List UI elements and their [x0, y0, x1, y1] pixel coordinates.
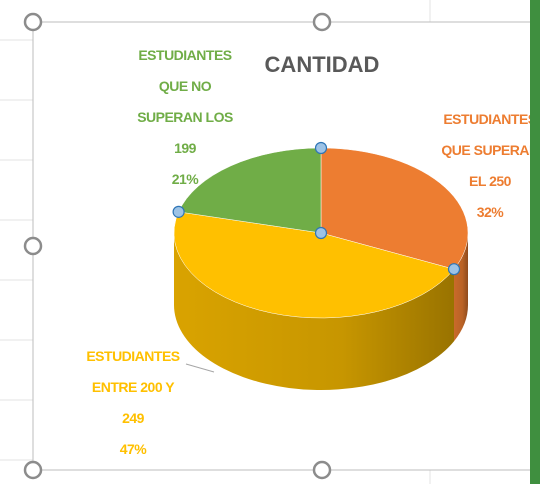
leader-line	[185, 363, 215, 373]
resize-handle[interactable]	[312, 12, 332, 32]
data-label-value: 32%	[476, 204, 504, 220]
pie-slice	[173, 211, 455, 319]
point-handle	[172, 205, 185, 218]
cell-grid	[0, 0, 431, 484]
data-label-value: 47%	[119, 441, 147, 457]
data-label-category: ESTUDIANTES ENTRE 200 Y 249	[86, 348, 180, 426]
sheet-edge	[530, 0, 540, 484]
point-handle	[314, 226, 328, 240]
data-label-value: 21%	[171, 171, 199, 187]
resize-handle[interactable]	[23, 12, 43, 32]
pie-slice	[178, 147, 322, 234]
point-handle	[447, 263, 461, 276]
resize-handle[interactable]	[23, 460, 43, 480]
resize-handle[interactable]	[23, 236, 43, 256]
data-label-category: ESTUDIANTES QUE SUPERAN EL 250	[441, 111, 530, 189]
data-label-category: ESTUDIANTES QUE NO SUPERAN LOS 199	[137, 47, 233, 156]
chart-title: CANTIDAD	[264, 52, 380, 77]
slice-side	[174, 233, 455, 391]
resize-handle[interactable]	[312, 460, 332, 480]
pie-slice	[320, 147, 469, 270]
slice-side	[454, 233, 468, 342]
point-handle	[314, 141, 328, 155]
